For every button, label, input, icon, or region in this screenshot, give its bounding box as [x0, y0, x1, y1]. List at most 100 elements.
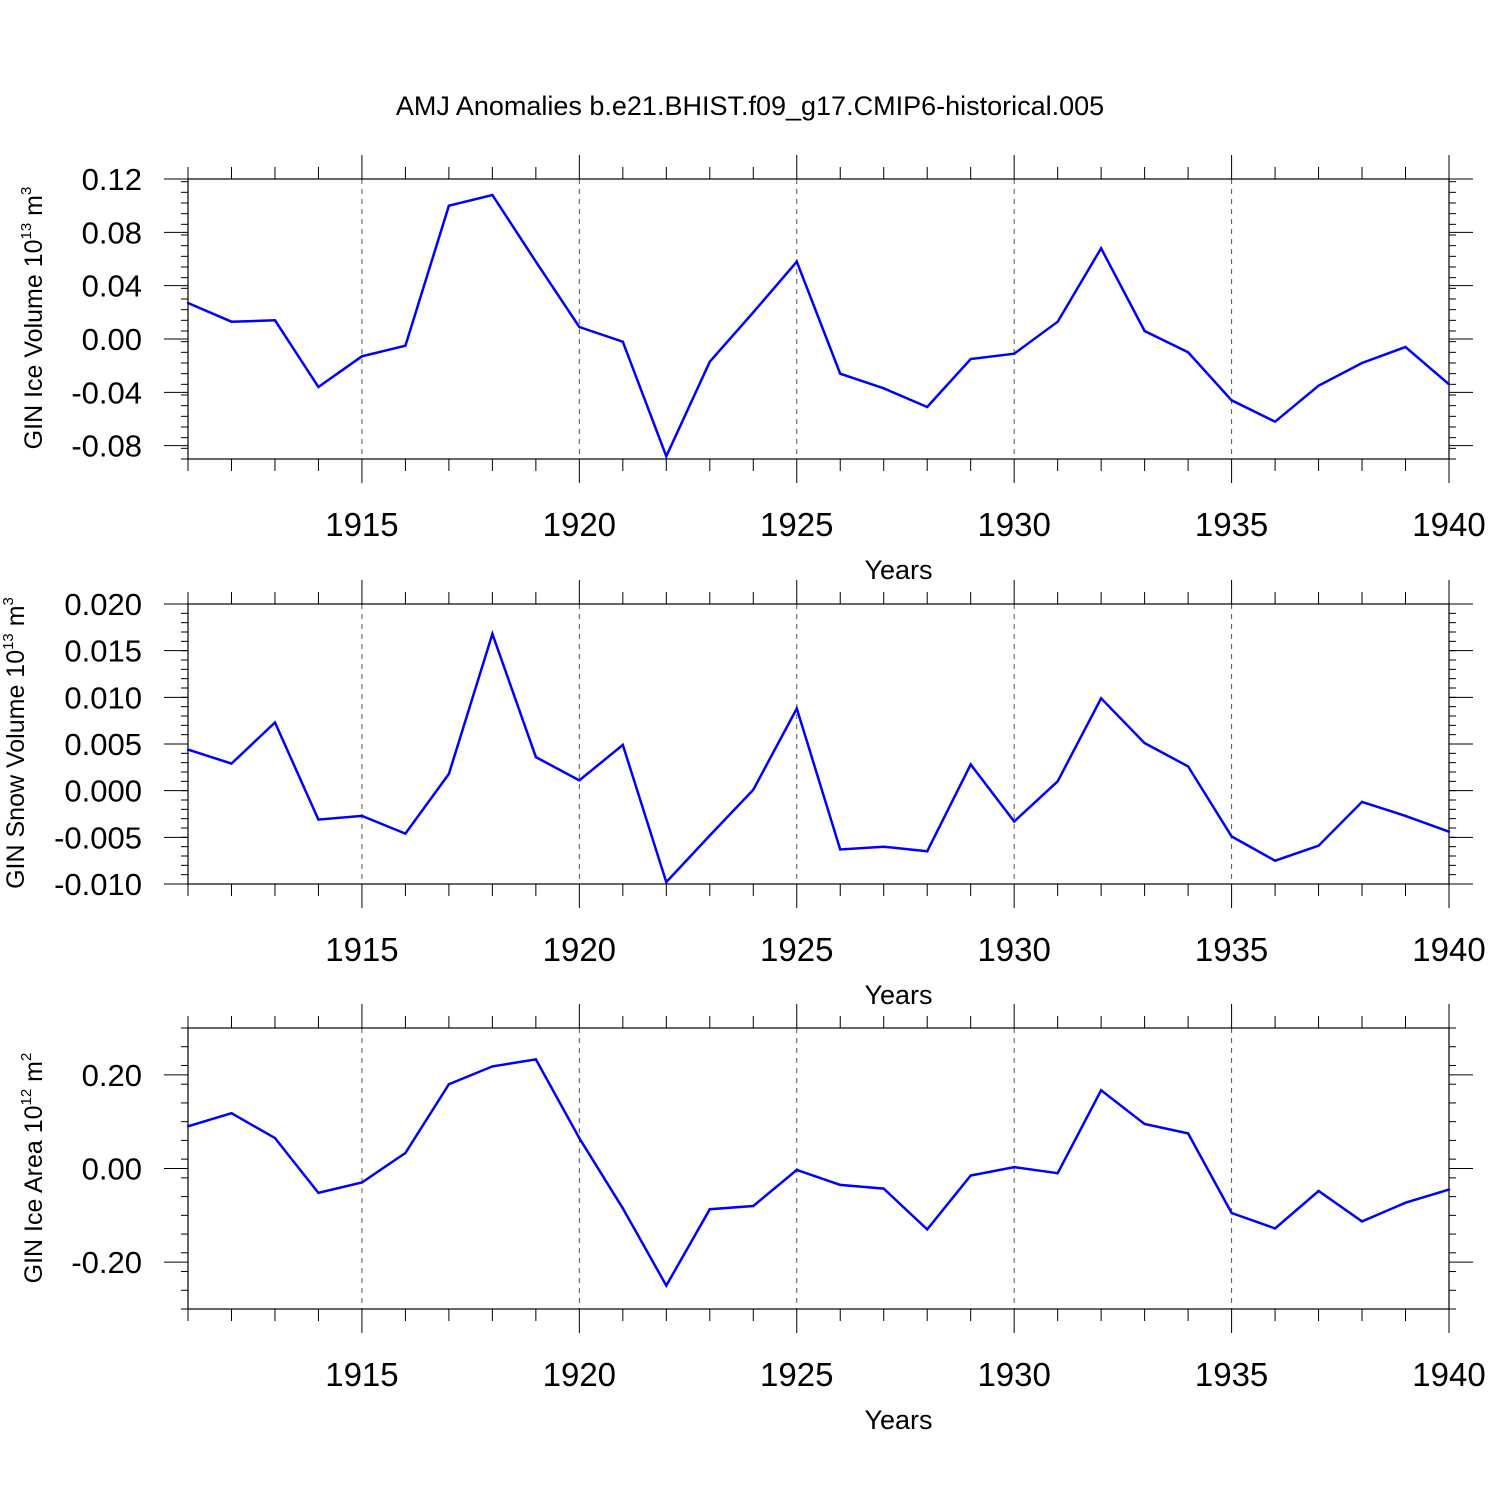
data-point	[795, 1168, 798, 1172]
series-line	[187, 1058, 1450, 1289]
data-point	[1186, 765, 1190, 768]
x-axis-label: Years	[864, 1405, 932, 1435]
y-tick-label: 0.04	[82, 269, 142, 304]
x-tick-label: 1915	[325, 1356, 398, 1393]
y-label-text: GIN Ice Area 10	[20, 1105, 48, 1283]
data-point	[882, 1187, 885, 1190]
data-point	[1230, 399, 1233, 402]
y-axis-label: GIN Ice Volume 1013 m3	[18, 187, 48, 450]
x-tick-label: 1935	[1195, 931, 1268, 968]
data-point	[752, 311, 755, 314]
data-point	[795, 260, 798, 263]
y-tick-label: -0.08	[71, 429, 142, 464]
data-point	[708, 360, 711, 363]
x-tick-label: 1940	[1412, 931, 1485, 968]
data-point	[1404, 345, 1407, 349]
data-point	[360, 355, 364, 358]
y-label-exponent: 13	[18, 223, 35, 240]
data-point	[447, 772, 451, 776]
data-point	[273, 721, 277, 724]
data-point	[1056, 320, 1059, 323]
y-label-text: GIN Ice Volume 10	[20, 239, 48, 449]
data-point	[1447, 1188, 1451, 1191]
data-point	[1143, 1122, 1146, 1126]
data-point	[534, 755, 538, 759]
data-point	[447, 1083, 451, 1086]
series-line	[187, 193, 1450, 460]
x-tick-label: 1935	[1195, 506, 1268, 543]
data-point	[273, 1136, 277, 1140]
data-point	[404, 832, 407, 835]
data-point	[926, 1228, 929, 1231]
y-label-unit: m	[2, 605, 30, 633]
data-point	[839, 1183, 842, 1187]
data-point	[360, 1181, 364, 1184]
data-point	[665, 455, 668, 458]
data-point	[1186, 1132, 1190, 1135]
data-point	[969, 357, 972, 361]
data-point	[1317, 844, 1320, 847]
y-axis-label: GIN Ice Area 1012 m2	[18, 1053, 48, 1284]
y-label-unit-exponent: 3	[0, 597, 17, 605]
data-point	[534, 260, 538, 263]
data-point	[317, 385, 320, 389]
data-point	[665, 880, 668, 884]
data-point	[708, 1208, 711, 1211]
data-point	[1056, 780, 1059, 783]
y-tick-label: -0.20	[71, 1245, 142, 1280]
x-tick-label: 1915	[325, 506, 398, 543]
y-axis-label: GIN Snow Volume 1013 m3	[0, 597, 30, 889]
x-tick-label: 1935	[1195, 1356, 1268, 1393]
data-point	[491, 632, 494, 636]
data-point	[1186, 351, 1190, 354]
data-point	[186, 301, 190, 305]
data-point	[1230, 1211, 1233, 1215]
y-tick-label: 0.015	[64, 634, 142, 669]
x-tick-label: 1925	[760, 931, 833, 968]
data-point	[230, 1112, 233, 1115]
y-label-unit-exponent: 2	[18, 1053, 35, 1061]
data-point	[752, 1204, 755, 1208]
y-label-exponent: 13	[0, 633, 17, 650]
x-tick-label: 1940	[1412, 506, 1485, 543]
data-point	[1404, 814, 1407, 818]
plot-frame	[187, 178, 1450, 460]
data-point	[360, 814, 364, 818]
data-point	[621, 1207, 625, 1210]
y-label-text: GIN Snow Volume 10	[2, 650, 30, 889]
x-axis-label: Years	[864, 555, 932, 585]
x-tick-label: 1930	[977, 506, 1050, 543]
data-point	[491, 193, 494, 197]
data-point	[1273, 420, 1277, 423]
data-point	[1012, 820, 1016, 823]
data-point	[882, 845, 885, 848]
data-point	[1273, 859, 1277, 862]
data-point	[491, 1065, 494, 1068]
y-tick-label: 0.12	[82, 162, 142, 197]
data-point	[839, 848, 842, 851]
x-tick-label: 1915	[325, 931, 398, 968]
data-point	[752, 788, 755, 791]
x-tick-label: 1920	[543, 506, 616, 543]
data-point	[926, 850, 929, 853]
data-point	[447, 204, 451, 207]
data-point	[926, 405, 929, 409]
data-point	[1447, 830, 1451, 833]
data-point	[1099, 697, 1103, 700]
y-label-exponent: 12	[18, 1089, 35, 1106]
data-point	[404, 344, 407, 347]
data-point	[1099, 247, 1103, 250]
data-point	[578, 1136, 581, 1140]
x-tick-label: 1920	[543, 1356, 616, 1393]
y-label-unit: m	[20, 1061, 48, 1089]
data-point	[273, 319, 277, 322]
y-tick-label: 0.005	[64, 727, 142, 762]
x-tick-label: 1930	[977, 931, 1050, 968]
data-point	[317, 818, 320, 821]
data-point	[230, 762, 233, 765]
y-tick-label: 0.20	[82, 1058, 142, 1093]
data-point	[1230, 835, 1233, 838]
data-point	[230, 320, 233, 323]
y-tick-label: 0.010	[64, 680, 142, 715]
data-point	[1056, 1171, 1059, 1175]
